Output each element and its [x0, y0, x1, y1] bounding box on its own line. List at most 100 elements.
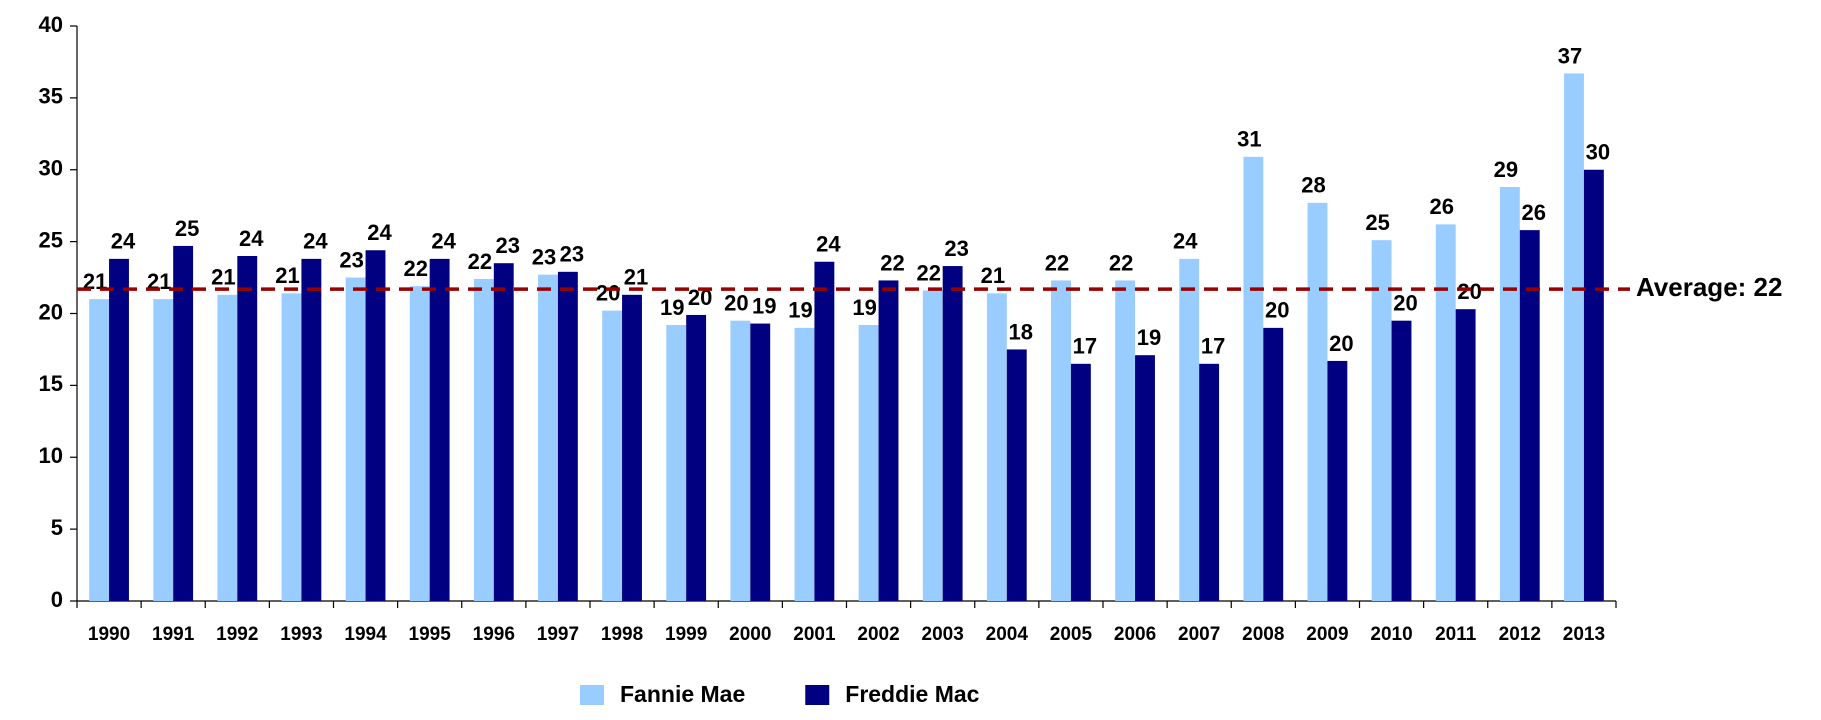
value-label: 30	[1586, 140, 1610, 165]
value-label: 24	[431, 229, 456, 254]
y-tick-label: 30	[39, 156, 63, 181]
legend-swatch	[580, 685, 604, 705]
x-tick-label: 1996	[473, 624, 515, 645]
x-tick-label: 2012	[1499, 624, 1541, 645]
bar	[922, 290, 943, 601]
bar	[1135, 355, 1155, 601]
value-label: 17	[1073, 334, 1097, 359]
legend-label: Fannie Mae	[620, 681, 745, 707]
y-tick-label: 20	[39, 299, 63, 324]
x-tick-label: 1994	[344, 624, 387, 645]
value-label: 23	[560, 242, 584, 267]
x-tick-label: 2013	[1563, 624, 1605, 645]
value-label: 23	[339, 247, 363, 272]
bar	[666, 325, 687, 601]
average-label: Average: 22	[1636, 272, 1782, 302]
value-label: 25	[1365, 210, 1389, 235]
legend-swatch	[805, 685, 830, 705]
y-tick-label: 5	[51, 515, 63, 540]
bar	[878, 280, 899, 601]
value-label: 19	[1137, 325, 1161, 350]
y-tick-label: 40	[39, 12, 63, 37]
value-label: 19	[788, 298, 812, 323]
bar	[1006, 349, 1027, 601]
bar	[557, 271, 578, 601]
value-label: 20	[1265, 298, 1289, 323]
y-tick-label: 0	[51, 587, 63, 612]
value-label: 20	[596, 280, 620, 305]
value-label: 23	[496, 233, 520, 258]
value-label: 20	[724, 291, 748, 316]
x-tick-label: 2003	[922, 624, 964, 645]
bar	[942, 266, 963, 601]
bar	[1371, 240, 1392, 601]
value-label: 23	[944, 236, 968, 261]
x-tick-label: 1991	[152, 624, 195, 645]
value-label: 17	[1201, 334, 1225, 359]
x-tick-label: 2010	[1370, 624, 1412, 645]
value-label: 29	[1494, 157, 1518, 182]
value-label: 22	[1045, 250, 1069, 275]
y-tick-label: 35	[39, 84, 63, 109]
value-label: 24	[111, 229, 136, 254]
bar	[301, 258, 322, 601]
bar	[493, 263, 514, 601]
value-label: 31	[1237, 127, 1261, 152]
value-label: 20	[1329, 331, 1353, 356]
bar	[538, 274, 558, 601]
bar	[109, 258, 129, 601]
value-label: 24	[239, 226, 264, 251]
bar	[237, 256, 258, 601]
bar	[1243, 156, 1264, 601]
value-label: 22	[880, 250, 904, 275]
x-tick-label: 1993	[280, 624, 322, 645]
value-label: 21	[211, 265, 235, 290]
bar	[89, 299, 110, 601]
bar	[1263, 327, 1284, 601]
legend-label: Freddie Mac	[845, 681, 979, 707]
bar	[1070, 363, 1091, 601]
x-tick-label: 2007	[1178, 624, 1220, 645]
bar	[1564, 73, 1584, 601]
bar	[173, 245, 194, 601]
x-tick-label: 2001	[793, 624, 836, 645]
y-tick-label: 10	[39, 443, 63, 468]
x-tick-label: 2006	[1114, 624, 1156, 645]
value-label: 22	[404, 256, 428, 281]
value-label: 20	[1457, 279, 1481, 304]
value-label: 21	[981, 263, 1005, 288]
value-label: 22	[1109, 250, 1133, 275]
value-label: 21	[275, 263, 299, 288]
bar	[281, 293, 302, 601]
y-tick-label: 15	[39, 371, 63, 396]
bar	[1455, 309, 1476, 601]
bar	[1115, 280, 1136, 601]
x-tick-label: 2008	[1242, 624, 1284, 645]
x-tick-label: 2009	[1306, 624, 1348, 645]
x-tick-label: 1997	[537, 624, 579, 645]
bar	[858, 325, 879, 601]
x-tick-label: 2005	[1050, 624, 1093, 645]
value-label: 22	[468, 249, 492, 274]
value-label: 25	[175, 216, 199, 241]
x-tick-label: 2000	[729, 624, 771, 645]
value-label: 24	[303, 229, 328, 254]
bar	[1391, 320, 1412, 601]
value-label: 37	[1558, 43, 1582, 68]
x-tick-label: 2011	[1435, 624, 1477, 645]
bar	[686, 314, 707, 601]
x-tick-label: 1990	[88, 624, 130, 645]
value-label: 20	[1393, 291, 1417, 316]
bar	[622, 294, 642, 601]
bar	[602, 310, 623, 601]
value-label: 19	[752, 293, 776, 318]
value-label: 24	[1173, 229, 1198, 254]
value-label: 23	[532, 245, 556, 270]
bar	[814, 261, 835, 601]
bar	[1327, 360, 1348, 601]
value-label: 21	[624, 265, 648, 290]
bar	[345, 277, 366, 601]
y-tick-label: 25	[39, 227, 63, 252]
bar	[730, 320, 751, 601]
